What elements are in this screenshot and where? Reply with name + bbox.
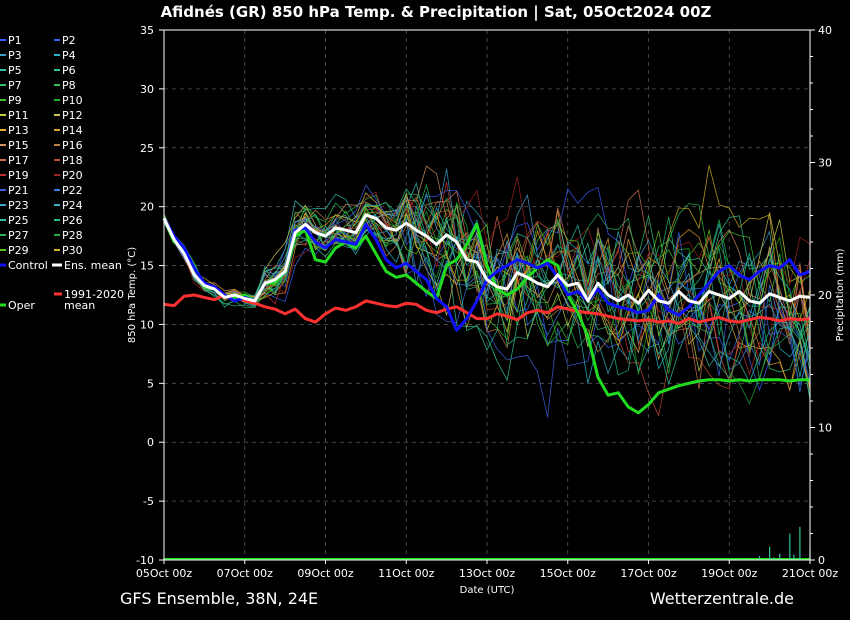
x-axis-label: Date (UTC) xyxy=(460,585,515,596)
footer-source: GFS Ensemble, 38N, 24E xyxy=(120,589,318,608)
x-tick-label: 07Oct 00z xyxy=(217,567,274,580)
legend-label: P22 xyxy=(62,184,83,197)
y2-tick-label: 30 xyxy=(818,157,832,170)
footer-site: Wetterzentrale.de xyxy=(650,589,794,608)
ensemble-member-line xyxy=(163,176,811,363)
y-tick-label: 25 xyxy=(140,142,154,155)
legend-label: P15 xyxy=(8,139,29,152)
ensemble-member-line xyxy=(163,205,811,386)
legend-label: P6 xyxy=(62,64,76,77)
legend-label: P3 xyxy=(8,49,22,62)
series-line xyxy=(163,293,811,325)
legend-label: P26 xyxy=(62,214,83,227)
y-tick-label: 35 xyxy=(140,24,154,37)
x-tick-label: 11Oct 00z xyxy=(378,567,435,580)
series-line xyxy=(162,213,811,305)
ensemble-member-line xyxy=(163,193,811,380)
chart-title: Afidnés (GR) 850 hPa Temp. & Precipitati… xyxy=(161,3,712,22)
ensemble-member-line xyxy=(163,187,811,376)
legend-label: P27 xyxy=(8,229,29,242)
legend-label: P18 xyxy=(62,154,83,167)
y2-axis-ticks: 0 10 20 30 40 xyxy=(810,24,832,567)
legend-label: P5 xyxy=(8,64,22,77)
legend-label: P21 xyxy=(8,184,29,197)
y-tick-label: -5 xyxy=(143,495,154,508)
y-axis-label: 850 hPa Temp. (°C) xyxy=(127,247,138,343)
y2-tick-label: 0 xyxy=(818,554,825,567)
ensemble-member-line xyxy=(163,207,811,353)
y-tick-label: 5 xyxy=(147,377,154,390)
legend-label: P9 xyxy=(8,94,22,107)
y2-tick-label: 10 xyxy=(818,422,832,435)
legend-label: 1991-2020 mean xyxy=(64,288,124,312)
legend-label: Ens. mean xyxy=(64,259,122,272)
legend-label: Control xyxy=(8,259,48,272)
ensemble-member-line xyxy=(163,201,811,405)
y-tick-label: 30 xyxy=(140,83,154,96)
series-lines xyxy=(162,213,811,415)
ensemble-member-line xyxy=(163,215,811,382)
series-line xyxy=(162,217,810,415)
legend-label: P30 xyxy=(62,244,83,257)
legend-label: P12 xyxy=(62,109,83,122)
legend-label: P11 xyxy=(8,109,29,122)
legend-label: P10 xyxy=(62,94,83,107)
legend-label: P13 xyxy=(8,124,29,137)
legend-label: P23 xyxy=(8,199,29,212)
x-tick-label: 09Oct 00z xyxy=(297,567,354,580)
x-tick-label: 15Oct 00z xyxy=(540,567,597,580)
legend-label: P8 xyxy=(62,79,76,92)
legend-label: P16 xyxy=(62,139,83,152)
ensemble-member-line xyxy=(163,207,811,418)
legend: P1 P2 P3 P4 P5 P6 P7 P8 P9 P10 P11 P12 P13 P14 P15 P16 P… xyxy=(0,34,124,312)
y2-axis-label: Precipitation (mm) xyxy=(835,248,846,341)
legend-label: Oper xyxy=(8,299,35,312)
x-tick-label: 05Oct 00z xyxy=(136,567,193,580)
x-tick-label: 17Oct 00z xyxy=(620,567,677,580)
x-tick-label: 13Oct 00z xyxy=(459,567,516,580)
legend-label: P1 xyxy=(8,34,22,47)
legend-label: P2 xyxy=(62,34,76,47)
legend-label: P28 xyxy=(62,229,83,242)
y-tick-label: 10 xyxy=(140,318,154,331)
precipitation-bars xyxy=(164,526,811,560)
legend-label: P19 xyxy=(8,169,29,182)
legend-label: P4 xyxy=(62,49,76,62)
legend-label: P7 xyxy=(8,79,22,92)
legend-label: P17 xyxy=(8,154,29,167)
ensemble-member-line xyxy=(163,214,811,384)
legend-label: P29 xyxy=(8,244,29,257)
legend-label: P14 xyxy=(62,124,83,137)
y-axis-ticks: -10 -5 0 5 10 15 20 25 30 35 xyxy=(136,24,164,567)
y2-tick-label: 40 xyxy=(818,24,832,37)
y-tick-label: 0 xyxy=(147,436,154,449)
x-tick-label: 19Oct 00z xyxy=(701,567,758,580)
legend-label: P20 xyxy=(62,169,83,182)
legend-label: P25 xyxy=(8,214,29,227)
y-tick-label: -10 xyxy=(136,554,154,567)
legend-label: P24 xyxy=(62,199,83,212)
y-tick-label: 15 xyxy=(140,260,154,273)
y-tick-label: 20 xyxy=(140,201,154,214)
ensemble-member-line xyxy=(163,210,811,392)
x-axis-ticks: 05Oct 00z 07Oct 00z 09Oct 00z 11Oct 00z 13Oc… xyxy=(136,560,839,580)
x-tick-label: 21Oct 00z xyxy=(782,567,839,580)
y2-tick-label: 20 xyxy=(818,289,832,302)
